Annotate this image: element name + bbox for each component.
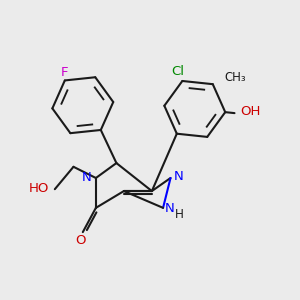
Text: O: O (76, 234, 86, 247)
Text: OH: OH (240, 106, 260, 118)
Text: CH₃: CH₃ (224, 71, 246, 84)
Text: F: F (60, 66, 68, 79)
Text: H: H (175, 208, 184, 221)
Text: N: N (174, 170, 184, 183)
Text: N: N (82, 172, 92, 184)
Text: N: N (165, 202, 175, 215)
Text: Cl: Cl (171, 65, 184, 78)
Text: HO: HO (29, 182, 49, 195)
